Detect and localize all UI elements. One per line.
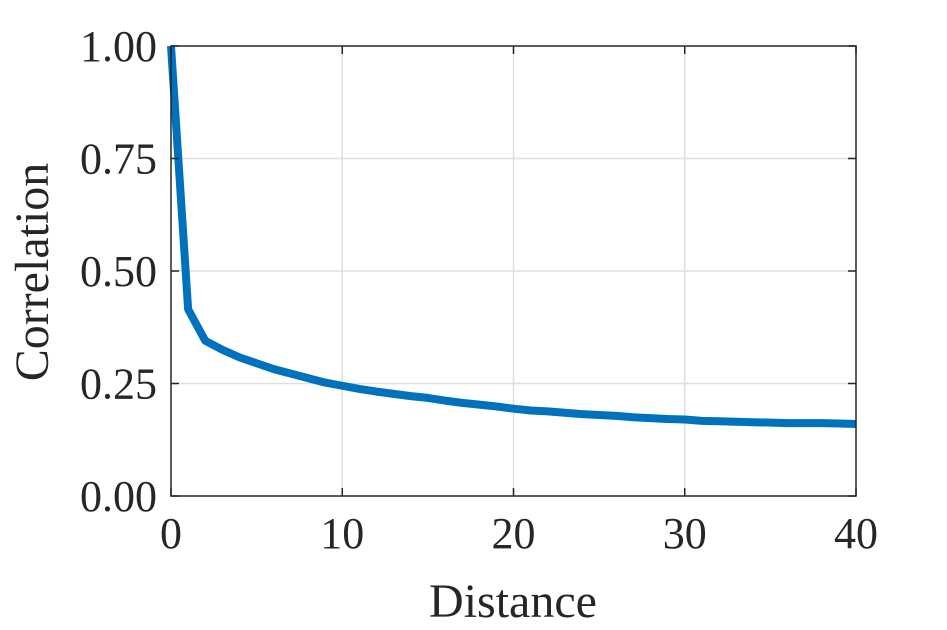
x-tick-label: 30 xyxy=(663,509,707,558)
axes xyxy=(170,45,857,497)
x-tick-label: 0 xyxy=(160,509,182,558)
y-tick-label: 0.25 xyxy=(80,360,157,409)
x-axis-label: Distance xyxy=(429,575,597,628)
x-tick-labels: 0 10 20 30 40 xyxy=(160,509,878,558)
y-axis-label: Correlation xyxy=(6,163,59,382)
x-tick-label: 40 xyxy=(834,509,878,558)
x-tick-label: 10 xyxy=(320,509,364,558)
y-tick-label: 0.75 xyxy=(80,135,157,184)
y-tick-label: 0.50 xyxy=(80,247,157,296)
grid-lines xyxy=(171,46,856,496)
y-tick-labels: 0.00 0.25 0.50 0.75 1.00 xyxy=(80,22,157,521)
y-tick-label: 1.00 xyxy=(80,22,157,71)
x-tick-label: 20 xyxy=(492,509,536,558)
series-lines xyxy=(167,45,857,428)
y-tick-label: 0.00 xyxy=(80,472,157,521)
series-line xyxy=(167,45,857,428)
